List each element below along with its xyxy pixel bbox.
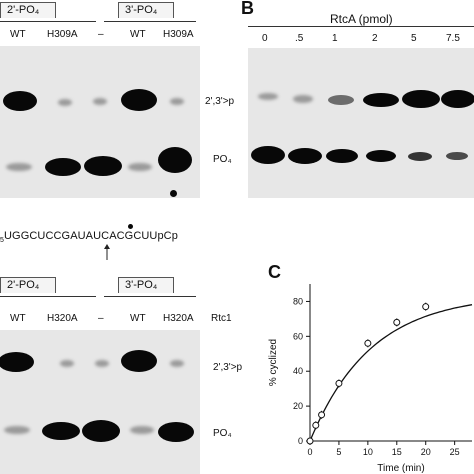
- group-underline-3po4-top: [104, 21, 196, 22]
- panelB-cyclic-lane5: [402, 90, 440, 108]
- panelB-po4-lane5: [408, 152, 432, 161]
- panelB-title-underline: [248, 26, 474, 27]
- y-tick-label-2: 40: [293, 366, 303, 376]
- x-tick-label-0: 0: [307, 447, 312, 457]
- x-tick-label-1: 5: [336, 447, 341, 457]
- cyclization-chart: 0 5 10 15 20 25 0 20 40 60 80 Time (min) % cyclized: [268, 284, 473, 474]
- band-cyclic-lane2: [58, 99, 72, 106]
- panelB-po4-lane2: [288, 148, 322, 164]
- band-cyclic-lane1: [3, 91, 37, 111]
- panelB-cyclic-lane2: [293, 95, 313, 103]
- band-bottom-po4-lane1: [4, 426, 30, 434]
- data-point-3: [335, 379, 343, 387]
- fit-curve: [309, 304, 473, 442]
- top-left-gel: [0, 46, 200, 198]
- band-label-po4-top: PO₄: [213, 154, 232, 165]
- panelB-po4-lane1: [251, 146, 285, 164]
- data-point-2: [318, 411, 326, 419]
- cleavage-arrow-icon: [104, 244, 110, 260]
- y-axis-label: % cyclized: [268, 339, 279, 386]
- group-underline-2po4-bottom: [0, 296, 96, 297]
- band-po4-lane1: [6, 163, 32, 171]
- lane-label-top-4: WT: [130, 29, 146, 40]
- group-underline-3po4-bottom: [104, 296, 196, 297]
- group-underline-2po4-top: [0, 21, 96, 22]
- y-tick-label-1: 20: [293, 401, 303, 411]
- bottom-left-gel: [0, 330, 200, 474]
- group-label-2po4-top: 2'-PO₄: [0, 2, 56, 18]
- lane-label-top-5: H309A: [163, 29, 194, 40]
- lane-label-top-3: –: [98, 29, 104, 40]
- panelB-lane-5: 7.5: [446, 33, 460, 44]
- band-po4-lane2: [45, 158, 81, 176]
- band-label-cyclic-top: 2',3'>p: [205, 96, 235, 107]
- marker-dot: [170, 190, 177, 197]
- panelB-lane-4: 5: [411, 33, 417, 44]
- band-po4-lane4: [128, 163, 152, 171]
- band-cyclic-lane4: [121, 89, 157, 111]
- band-cyclic-lane5: [170, 98, 184, 105]
- band-bottom-po4-lane5: [158, 422, 194, 442]
- x-tick-label-5: 25: [450, 447, 460, 457]
- band-bottom-cyclic-lane3: [95, 360, 109, 367]
- band-bottom-po4-lane4: [130, 426, 154, 434]
- y-tick-label-3: 60: [293, 331, 303, 341]
- band-bottom-po4-lane3: [82, 420, 120, 442]
- data-point-5: [393, 318, 401, 326]
- panelB-po4-lane3: [326, 149, 358, 163]
- panelB-po4-lane4: [366, 150, 396, 162]
- sequence-label-dot: [128, 224, 133, 229]
- lane-label-top-2: H309A: [47, 29, 78, 40]
- data-point-6: [422, 303, 430, 311]
- panel-letter-b: B: [241, 0, 254, 18]
- lane-label-top-1: WT: [10, 29, 26, 40]
- band-bottom-po4-lane2: [42, 422, 80, 440]
- panelB-title: RtcA (pmol): [330, 12, 393, 26]
- lane-label-bottom-5: H320A: [163, 313, 194, 324]
- band-po4-lane3: [84, 156, 122, 176]
- y-tick-label-0: 0: [298, 436, 303, 446]
- panelB-lane-2: 1: [332, 33, 338, 44]
- data-point-4: [364, 339, 372, 347]
- y-tick-label-4: 80: [293, 296, 303, 306]
- band-label-po4-bottom: PO₄: [213, 428, 232, 439]
- lane-label-bottom-3: –: [98, 313, 104, 324]
- group-label-3po4-bottom: 3'-PO₄: [118, 277, 174, 293]
- lane-label-bottom-1: WT: [10, 313, 26, 324]
- panel-letter-c: C: [268, 262, 281, 282]
- panelB-lane-1: .5: [295, 33, 304, 44]
- x-tick-label-3: 15: [392, 447, 402, 457]
- substrate-sequence: 5UGGCUCCGAUAUCACGCUUpCp: [0, 230, 178, 244]
- band-bottom-cyclic-lane4: [121, 350, 157, 372]
- data-point-0: [306, 437, 314, 445]
- lane-label-bottom-4: WT: [130, 313, 146, 324]
- x-tick-label-4: 20: [421, 447, 431, 457]
- band-cyclic-lane3: [93, 98, 107, 105]
- panelB-po4-lane6: [446, 152, 468, 160]
- panelB-lane-0: 0: [262, 33, 268, 44]
- enzyme-label: Rtc1: [211, 313, 232, 324]
- panelB-cyclic-lane3: [328, 95, 354, 105]
- band-label-cyclic-bottom: 2',3'>p: [213, 362, 243, 373]
- group-label-3po4-top: 3'-PO₄: [118, 2, 174, 18]
- panelB-gel: [248, 48, 474, 198]
- x-tick-label-2: 10: [363, 447, 373, 457]
- group-label-2po4-bottom: 2'-PO₄: [0, 277, 56, 293]
- panelB-cyclic-lane4: [363, 93, 399, 107]
- data-point-1: [312, 421, 320, 429]
- x-axis-label: Time (min): [377, 463, 424, 474]
- band-bottom-cyclic-lane2: [60, 360, 74, 367]
- band-po4-lane5: [158, 147, 192, 173]
- panelB-cyclic-lane1: [258, 93, 278, 100]
- panelB-cyclic-lane6: [441, 90, 474, 108]
- band-bottom-cyclic-lane5: [170, 360, 184, 367]
- sequence-text: UGGCUCCGAUAUCACGCUUpCp: [4, 230, 178, 242]
- band-bottom-cyclic-lane1: [0, 352, 34, 372]
- panelB-lane-3: 2: [372, 33, 378, 44]
- sequence-prefix: 5: [0, 237, 4, 245]
- lane-label-bottom-2: H320A: [47, 313, 78, 324]
